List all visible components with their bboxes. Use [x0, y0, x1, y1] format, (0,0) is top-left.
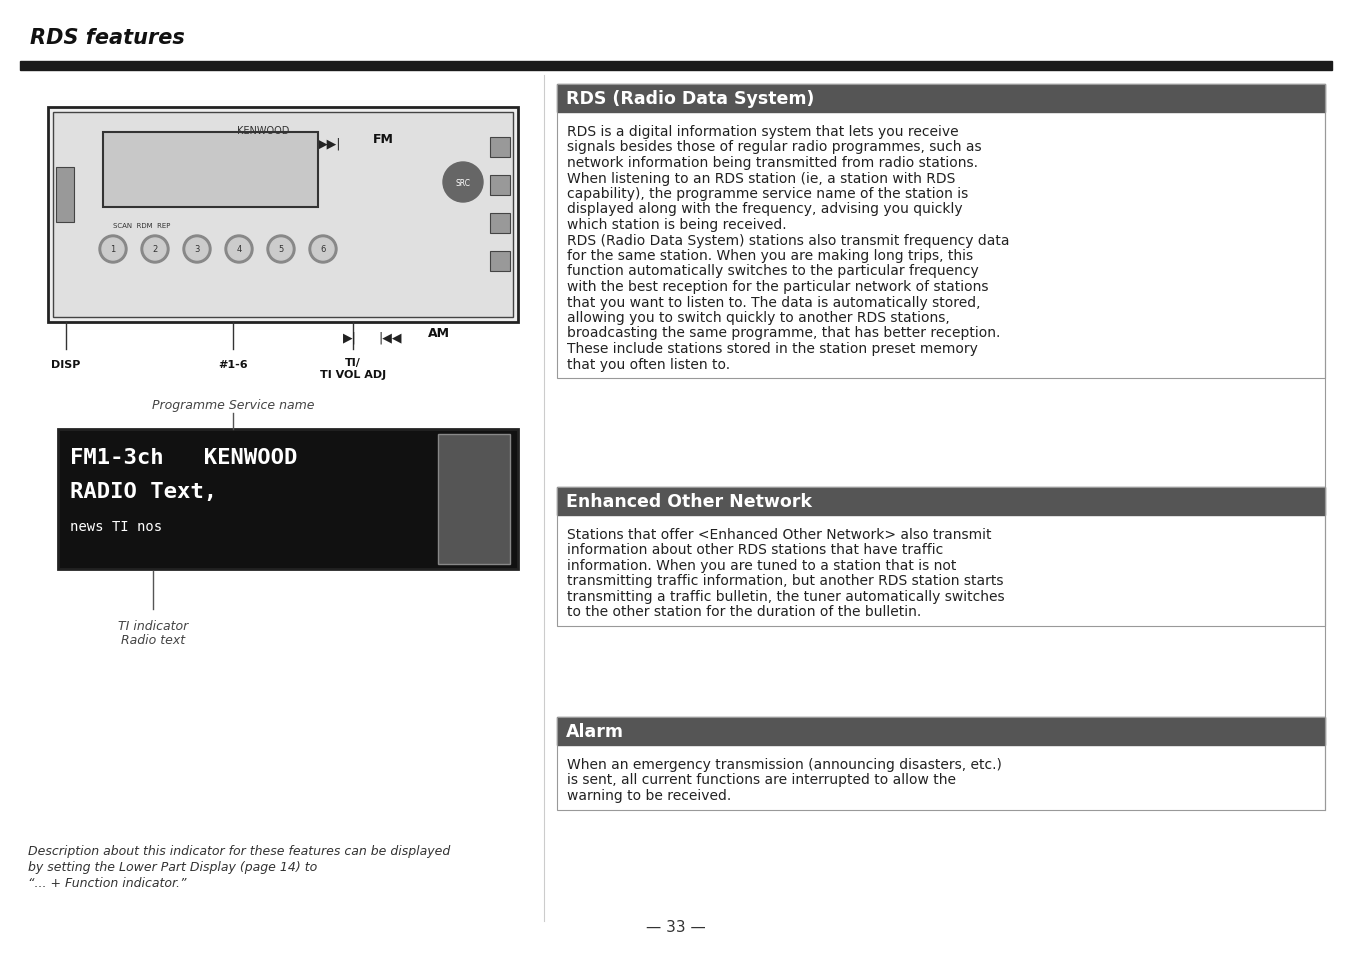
Text: RDS (Radio Data System) stations also transmit frequency data: RDS (Radio Data System) stations also tr… — [566, 233, 1010, 247]
Text: for the same station. When you are making long trips, this: for the same station. When you are makin… — [566, 249, 973, 263]
Bar — [103, 132, 318, 208]
Text: DISP: DISP — [51, 359, 81, 370]
Text: SCAN  RDM  REP: SCAN RDM REP — [114, 223, 170, 229]
Text: allowing you to switch quickly to another RDS stations,: allowing you to switch quickly to anothe… — [566, 311, 949, 325]
Text: Radio text: Radio text — [120, 634, 185, 646]
Text: signals besides those of regular radio programmes, such as: signals besides those of regular radio p… — [566, 140, 982, 154]
Circle shape — [443, 163, 483, 203]
Bar — [489, 252, 510, 272]
Circle shape — [266, 235, 295, 264]
Text: Enhanced Other Network: Enhanced Other Network — [566, 493, 811, 511]
Bar — [557, 85, 1325, 378]
Text: transmitting traffic information, but another RDS station starts: transmitting traffic information, but an… — [566, 574, 1003, 588]
Text: to the other station for the duration of the bulletin.: to the other station for the duration of… — [566, 605, 921, 618]
Text: information about other RDS stations that have traffic: information about other RDS stations tha… — [566, 543, 944, 557]
Text: that you often listen to.: that you often listen to. — [566, 357, 730, 371]
Text: 2: 2 — [153, 245, 158, 254]
Circle shape — [145, 239, 166, 261]
Bar — [557, 488, 1325, 516]
Bar — [49, 108, 518, 323]
Text: capability), the programme service name of the station is: capability), the programme service name … — [566, 187, 968, 201]
Text: function automatically switches to the particular frequency: function automatically switches to the p… — [566, 264, 979, 278]
Text: 5: 5 — [279, 245, 284, 254]
Circle shape — [310, 235, 337, 264]
Text: TI VOL ADJ: TI VOL ADJ — [320, 370, 387, 379]
Text: KENWOOD: KENWOOD — [237, 126, 289, 136]
Text: TI indicator: TI indicator — [118, 619, 188, 633]
Bar — [489, 213, 510, 233]
Text: RDS is a digital information system that lets you receive: RDS is a digital information system that… — [566, 125, 959, 139]
Text: broadcasting the same programme, that has better reception.: broadcasting the same programme, that ha… — [566, 326, 1000, 340]
Circle shape — [224, 235, 253, 264]
Circle shape — [99, 235, 127, 264]
Text: “... + Function indicator.”: “... + Function indicator.” — [28, 876, 187, 889]
Text: RDS (Radio Data System): RDS (Radio Data System) — [566, 90, 814, 108]
Bar — [20, 62, 1332, 71]
Text: Programme Service name: Programme Service name — [151, 398, 314, 412]
Text: with the best reception for the particular network of stations: with the best reception for the particul… — [566, 280, 988, 294]
Text: that you want to listen to. The data is automatically stored,: that you want to listen to. The data is … — [566, 295, 980, 309]
Text: FM: FM — [373, 132, 393, 146]
Text: which station is being received.: which station is being received. — [566, 218, 787, 232]
Text: #1-6: #1-6 — [218, 359, 247, 370]
Text: SRC: SRC — [456, 178, 470, 188]
Circle shape — [141, 235, 169, 264]
Text: When an emergency transmission (announcing disasters, etc.): When an emergency transmission (announci… — [566, 758, 1002, 771]
Bar — [489, 138, 510, 158]
Text: is sent, all current functions are interrupted to allow the: is sent, all current functions are inter… — [566, 773, 956, 786]
Text: RDS features: RDS features — [30, 28, 185, 48]
Text: 3: 3 — [195, 245, 200, 254]
Circle shape — [312, 239, 334, 261]
Circle shape — [270, 239, 292, 261]
Bar — [53, 112, 512, 317]
Text: 6: 6 — [320, 245, 326, 254]
Bar — [489, 175, 510, 195]
Bar — [557, 85, 1325, 112]
Text: FM1-3ch   KENWOOD: FM1-3ch KENWOOD — [70, 448, 297, 468]
Text: warning to be received.: warning to be received. — [566, 788, 731, 802]
Text: Stations that offer <Enhanced Other Network> also transmit: Stations that offer <Enhanced Other Netw… — [566, 527, 991, 541]
Circle shape — [228, 239, 250, 261]
Text: AM: AM — [429, 327, 450, 339]
Text: When listening to an RDS station (ie, a station with RDS: When listening to an RDS station (ie, a … — [566, 172, 956, 185]
Text: 4: 4 — [237, 245, 242, 254]
Circle shape — [183, 235, 211, 264]
Bar — [438, 435, 510, 564]
Bar — [557, 488, 1325, 626]
Text: network information being transmitted from radio stations.: network information being transmitted fr… — [566, 156, 977, 170]
Text: ▶▶|: ▶▶| — [318, 138, 342, 151]
Bar — [55, 168, 74, 223]
Bar — [557, 718, 1325, 745]
Text: information. When you are tuned to a station that is not: information. When you are tuned to a sta… — [566, 558, 956, 573]
Text: 1: 1 — [111, 245, 116, 254]
Text: Description about this indicator for these features can be displayed: Description about this indicator for the… — [28, 844, 450, 857]
Text: — 33 —: — 33 — — [646, 919, 706, 934]
Text: RADIO Text,: RADIO Text, — [70, 481, 218, 501]
Text: by setting the Lower Part Display (page 14) to: by setting the Lower Part Display (page … — [28, 861, 318, 873]
Text: transmitting a traffic bulletin, the tuner automatically switches: transmitting a traffic bulletin, the tun… — [566, 589, 1005, 603]
Circle shape — [187, 239, 208, 261]
Text: TI/: TI/ — [345, 357, 361, 368]
Bar — [58, 430, 518, 569]
Text: |◀◀: |◀◀ — [379, 331, 402, 344]
Text: Alarm: Alarm — [566, 722, 625, 740]
Text: news TI nos: news TI nos — [70, 519, 162, 534]
Text: These include stations stored in the station preset memory: These include stations stored in the sta… — [566, 341, 977, 355]
Bar — [557, 718, 1325, 810]
Text: displayed along with the frequency, advising you quickly: displayed along with the frequency, advi… — [566, 202, 963, 216]
Text: ▶|: ▶| — [343, 331, 357, 344]
Circle shape — [101, 239, 124, 261]
